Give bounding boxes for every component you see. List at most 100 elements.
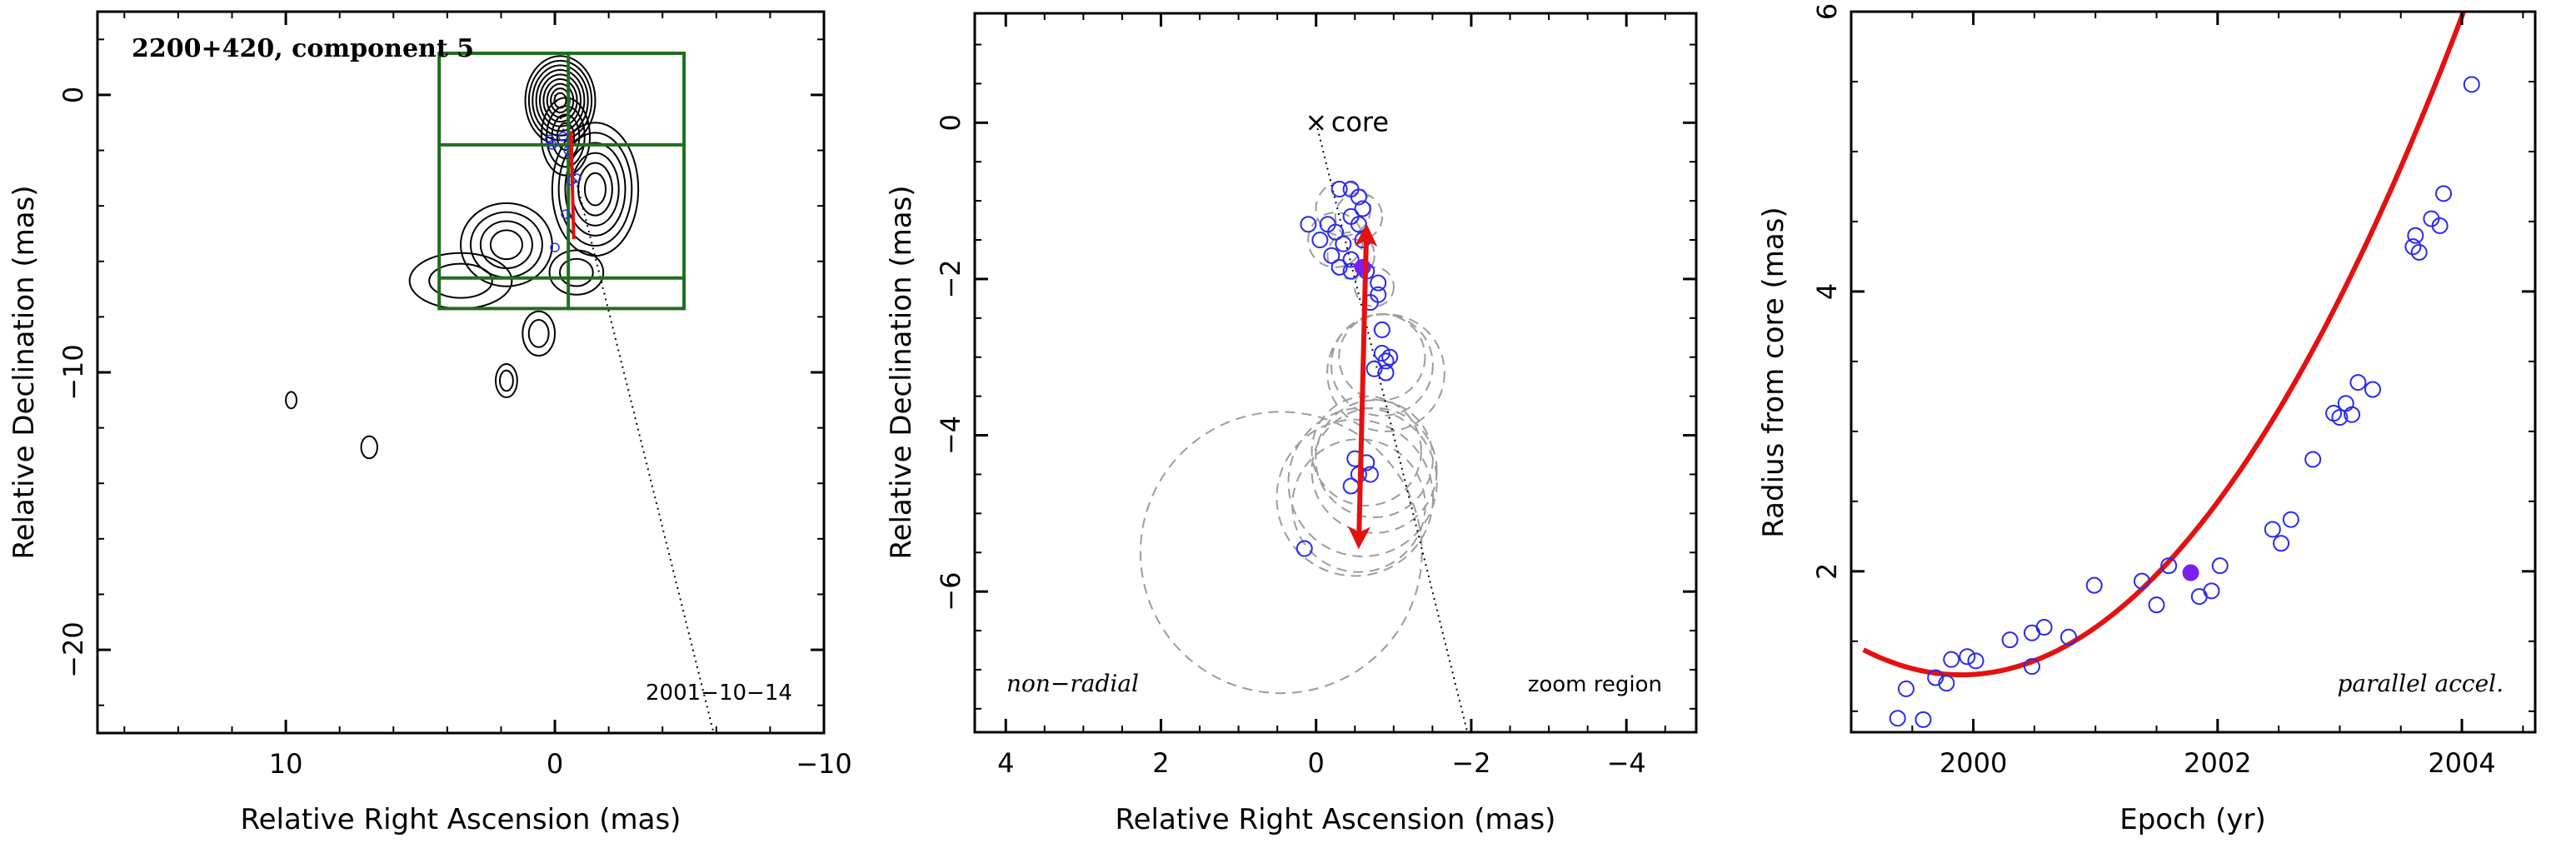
radius-point — [2431, 217, 2449, 234]
gaussian-circle — [1326, 313, 1445, 432]
component-point — [1370, 274, 1387, 292]
radius-point — [2273, 535, 2290, 552]
panel-1-title: 2200+420, component 5 — [132, 34, 474, 63]
contour-level — [548, 249, 605, 296]
core-direction-line — [1315, 122, 1469, 732]
component-point — [1354, 200, 1371, 217]
contour-level — [527, 59, 593, 142]
x-tick-label: 10 — [269, 748, 303, 780]
component-point — [561, 209, 571, 219]
gaussian-circle — [1287, 407, 1438, 557]
contour-level — [479, 220, 533, 270]
zoom-box — [437, 51, 686, 311]
panel-3-x-axis-label: Epoch (yr) — [2119, 803, 2266, 836]
component-point — [1342, 477, 1360, 495]
x-tick-label: 0 — [1308, 747, 1325, 779]
panel-1-plot-area — [285, 51, 715, 733]
gaussian-circle — [1291, 438, 1426, 573]
component-point — [1311, 232, 1329, 249]
contour-level — [527, 318, 550, 348]
contour-level — [557, 132, 633, 247]
x-tick-label: 2004 — [2428, 747, 2495, 779]
core-direction-line — [554, 94, 715, 733]
radius-point — [2133, 572, 2150, 590]
gaussian-circle — [1276, 418, 1435, 577]
radius-point — [2001, 631, 2019, 649]
velocity-arrow — [1347, 223, 1378, 550]
contour-level — [542, 78, 578, 123]
y-tick-label: 0 — [935, 114, 966, 131]
contour-level — [558, 257, 594, 287]
contour-level — [564, 142, 627, 237]
core-label: core — [1331, 106, 1389, 137]
gaussian-circles — [1139, 180, 1445, 695]
panel-2-right-note: zoom region — [1528, 672, 1662, 697]
radius-point — [2085, 576, 2103, 594]
panel-1-y-axis-label: Relative Declination (mas) — [7, 185, 41, 559]
panel-3-note: parallel accel. — [2337, 670, 2504, 697]
component-point — [1377, 352, 1395, 370]
radius-point — [2344, 406, 2361, 423]
contour-level — [540, 97, 592, 177]
y-tick-label: 4 — [1811, 283, 1843, 300]
radius-point — [2264, 521, 2281, 538]
radius-point — [1938, 675, 1955, 692]
component-point — [1373, 321, 1390, 338]
panel-2-frame — [973, 12, 1698, 734]
component-point — [547, 140, 557, 150]
radius-point — [2435, 185, 2453, 202]
velocity-arrow-line — [569, 131, 576, 240]
panel-1-ticks: 10 0 −10 0 −10 −20 — [57, 12, 852, 780]
radius-point — [1915, 711, 1932, 728]
panel-3-plot-area — [1862, 12, 2480, 728]
radius-point — [1967, 652, 1984, 670]
panel-2-x-axis-label: Relative Right Ascension (mas) — [1116, 803, 1556, 836]
radius-point — [2337, 395, 2354, 412]
y-tick-label: −10 — [57, 344, 89, 401]
panel-2-left-note: non−radial — [1006, 670, 1139, 697]
panel-2-y-axis-label: Relative Declination (mas) — [885, 185, 918, 559]
gaussian-circle — [1315, 399, 1434, 519]
velocity-arrow — [569, 131, 576, 240]
radius-point — [2404, 238, 2422, 256]
gaussian-circle — [1139, 411, 1423, 695]
radius-point — [2331, 409, 2349, 426]
x-tick-label: 2000 — [1939, 747, 2007, 779]
y-tick-label: 0 — [57, 87, 89, 103]
radius-point — [2304, 451, 2322, 468]
fit-curve-path — [1862, 12, 2467, 678]
contour-level — [408, 252, 513, 310]
radius-point — [2203, 582, 2220, 600]
radius-point — [2349, 374, 2367, 392]
contour-level — [428, 262, 493, 299]
contour-level — [360, 435, 378, 460]
y-tick-label: −2 — [935, 259, 966, 298]
radius-point — [2160, 557, 2178, 575]
radius-point — [2211, 557, 2229, 575]
x-tick-label: −10 — [796, 748, 852, 780]
fit-curve — [1862, 12, 2467, 678]
contour-level — [556, 122, 576, 152]
radius-point — [2463, 76, 2480, 93]
panel-1-date-annotation: 2001−10−14 — [646, 681, 792, 706]
radius-point — [2410, 243, 2428, 261]
radius-point — [1943, 651, 1960, 668]
x-tick-label: 2 — [1152, 747, 1169, 779]
y-tick-label: −6 — [935, 572, 966, 611]
component-point — [1300, 216, 1317, 233]
panel-3-y-axis-label: Radius from core (mas) — [1757, 207, 1790, 537]
radius-point — [1927, 669, 1944, 686]
y-tick-label: −4 — [935, 416, 966, 455]
panel-3-ticks: 2000 2002 2004 2 4 6 — [1811, 3, 2535, 779]
y-tick-label: −20 — [57, 621, 89, 678]
radius-point — [2148, 596, 2165, 614]
radius-point — [2407, 227, 2424, 244]
x-tick-label: −4 — [1607, 747, 1646, 779]
x-tick-label: 2002 — [2184, 747, 2251, 779]
core-marker: × — [1305, 106, 1327, 137]
contour-level — [583, 172, 607, 207]
contour-level — [494, 363, 518, 398]
component-point — [1330, 181, 1348, 198]
zoom-box-outline — [437, 51, 686, 311]
radius-point — [2282, 511, 2299, 528]
